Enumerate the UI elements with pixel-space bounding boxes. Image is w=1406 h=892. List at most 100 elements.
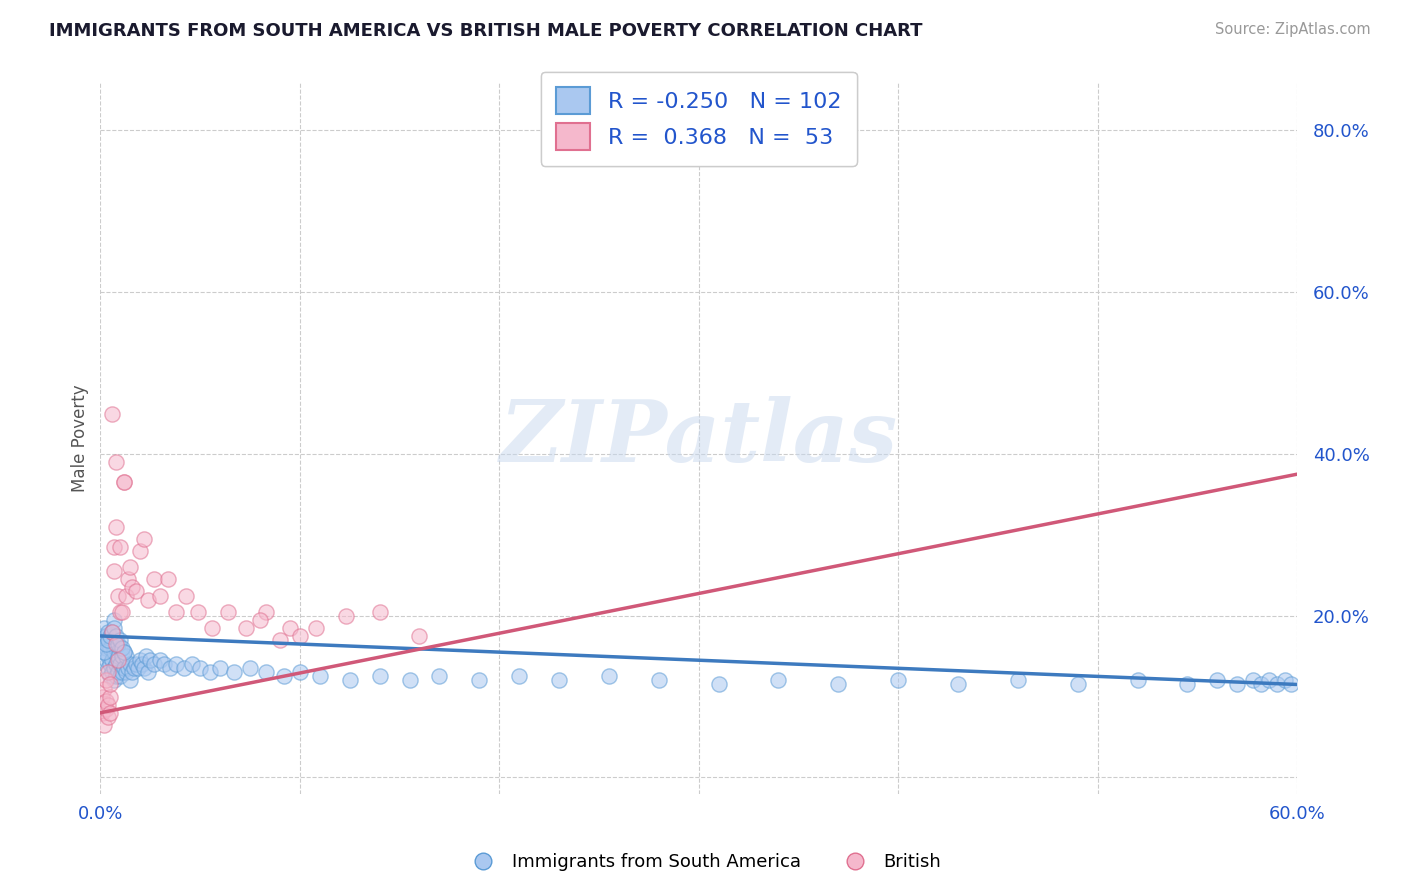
Point — [103, 621, 125, 635]
Point — [105, 657, 128, 672]
Point — [97, 637, 120, 651]
Point — [93, 645, 115, 659]
Point — [429, 669, 451, 683]
Point — [112, 475, 135, 490]
Point — [131, 657, 153, 672]
Point — [149, 589, 172, 603]
Point — [97, 661, 120, 675]
Point — [222, 665, 245, 680]
Point — [91, 629, 114, 643]
Point — [110, 632, 132, 647]
Point — [249, 613, 271, 627]
Point — [110, 669, 132, 683]
Point — [208, 661, 231, 675]
Point — [111, 605, 134, 619]
Point — [1226, 677, 1249, 691]
Point — [125, 657, 148, 672]
Point — [305, 621, 328, 635]
Point — [121, 665, 143, 680]
Point — [254, 605, 277, 619]
Point — [97, 632, 120, 647]
Point — [98, 690, 121, 704]
Point — [107, 665, 129, 680]
Point — [97, 710, 120, 724]
Legend: R = -0.250   N = 102, R =  0.368   N =  53: R = -0.250 N = 102, R = 0.368 N = 53 — [541, 71, 856, 166]
Point — [408, 629, 430, 643]
Point — [97, 624, 120, 639]
Point — [198, 665, 221, 680]
Point — [127, 661, 149, 675]
Point — [598, 669, 620, 683]
Point — [288, 665, 311, 680]
Point — [112, 475, 135, 490]
Point — [1241, 673, 1264, 688]
Point — [254, 665, 277, 680]
Point — [103, 673, 125, 688]
Point — [308, 669, 330, 683]
Point — [149, 653, 172, 667]
Point — [134, 661, 156, 675]
Point — [93, 632, 115, 647]
Point — [122, 661, 145, 675]
Point — [115, 589, 138, 603]
Point — [235, 621, 257, 635]
Point — [115, 665, 138, 680]
Point — [120, 673, 142, 688]
Point — [121, 581, 143, 595]
Point — [93, 621, 115, 635]
Point — [110, 540, 132, 554]
Point — [111, 641, 134, 656]
Point — [91, 706, 114, 720]
Point — [93, 645, 115, 659]
Point — [103, 661, 125, 675]
Point — [508, 669, 530, 683]
Point — [339, 673, 361, 688]
Point — [105, 520, 128, 534]
Point — [111, 649, 134, 664]
Point — [112, 661, 135, 675]
Point — [96, 702, 118, 716]
Point — [181, 657, 204, 672]
Point — [97, 649, 120, 664]
Point — [91, 690, 114, 704]
Point — [273, 669, 295, 683]
Point — [98, 677, 121, 691]
Text: IMMIGRANTS FROM SOUTH AMERICA VS BRITISH MALE POVERTY CORRELATION CHART: IMMIGRANTS FROM SOUTH AMERICA VS BRITISH… — [49, 22, 922, 40]
Point — [98, 706, 121, 720]
Point — [103, 645, 125, 659]
Point — [136, 592, 159, 607]
Point — [112, 645, 135, 659]
Point — [93, 681, 115, 696]
Point — [153, 657, 176, 672]
Point — [120, 560, 142, 574]
Point — [98, 641, 121, 656]
Point — [174, 589, 197, 603]
Point — [139, 653, 162, 667]
Point — [827, 677, 849, 691]
Point — [101, 637, 124, 651]
Point — [187, 605, 209, 619]
Point — [157, 572, 180, 586]
Point — [129, 653, 152, 667]
Point — [135, 649, 157, 664]
Point — [91, 637, 114, 651]
Point — [110, 605, 132, 619]
Point — [129, 544, 152, 558]
Point — [1250, 677, 1272, 691]
Y-axis label: Male Poverty: Male Poverty — [72, 384, 89, 491]
Point — [143, 657, 166, 672]
Point — [105, 637, 128, 651]
Point — [217, 605, 239, 619]
Point — [105, 455, 128, 469]
Point — [97, 665, 120, 680]
Point — [97, 698, 120, 712]
Point — [335, 608, 357, 623]
Point — [188, 661, 211, 675]
Point — [101, 624, 124, 639]
Point — [96, 653, 118, 667]
Point — [103, 540, 125, 554]
Point — [288, 629, 311, 643]
Point — [101, 665, 124, 680]
Point — [110, 641, 132, 656]
Point — [105, 669, 128, 683]
